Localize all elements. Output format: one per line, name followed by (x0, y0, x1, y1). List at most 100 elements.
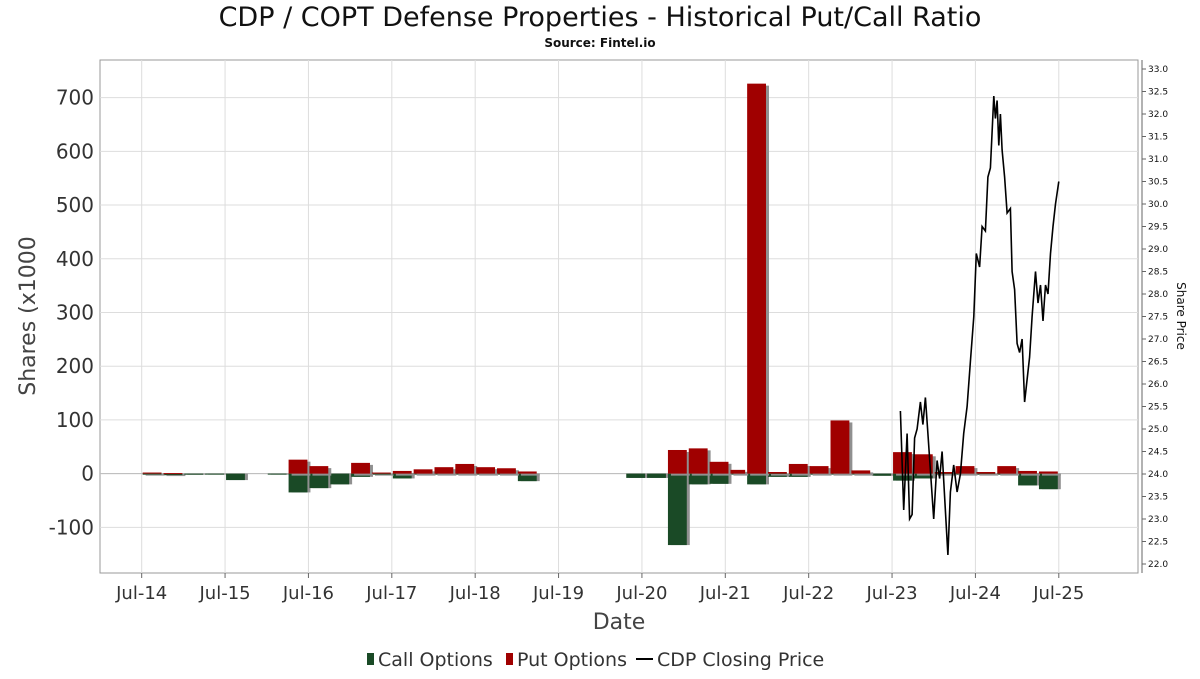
call-option-bar (205, 473, 225, 475)
call-option-bar (330, 473, 350, 485)
put-option-bar-shadow (1041, 473, 1061, 476)
chart-subtitle: Source: Fintel.io (544, 36, 655, 50)
y2-tick-label: 26.5 (1148, 358, 1168, 368)
y2-tick-label: 24.5 (1148, 448, 1168, 458)
put-option-bar (934, 472, 954, 474)
y-tick-label: 200 (56, 354, 94, 378)
y2-tick-label: 29.5 (1148, 223, 1168, 233)
legend-label-price: CDP Closing Price (657, 649, 824, 671)
y-tick-label: 0 (81, 462, 94, 486)
call-option-bar (267, 473, 287, 475)
put-option-bar (767, 472, 787, 474)
call-option-bar (647, 473, 666, 478)
y-tick-label: 300 (56, 300, 94, 324)
call-option-bar (913, 473, 933, 479)
x-tick-label: Jul-16 (282, 583, 334, 604)
call-option-bar (163, 473, 183, 476)
put-option-bar-shadow (145, 474, 165, 476)
y-tick-label: 400 (56, 247, 94, 271)
y2-tick-label: 27.5 (1148, 313, 1168, 323)
put-option-bar (497, 468, 516, 474)
call-option-bar (1038, 473, 1058, 490)
chart-title: CDP / COPT Defense Properties - Historic… (219, 2, 982, 33)
put-option-bar (976, 472, 996, 474)
put-option-bar (851, 470, 871, 474)
put-option-bar (730, 469, 746, 474)
plot-area (99, 59, 1139, 574)
y2-tick-label: 28.0 (1148, 290, 1168, 300)
price-line (899, 95, 1060, 556)
put-option-bar (1018, 470, 1037, 474)
y2-tick-label: 33.0 (1148, 65, 1168, 75)
x-tick-label: Jul-23 (865, 583, 917, 604)
put-option-bar-shadow (1021, 472, 1040, 476)
y2-tick-label: 29.0 (1148, 245, 1168, 255)
call-option-bar (392, 473, 412, 479)
y2-tick-label: 25.0 (1148, 425, 1168, 435)
x-tick-label: Jul-22 (782, 583, 834, 604)
put-option-bar (142, 472, 162, 474)
put-option-bar (955, 466, 975, 474)
put-option-bar (913, 454, 933, 474)
put-option-bar (476, 467, 496, 474)
x-tick-label: Jul-17 (365, 583, 417, 604)
y-tick-label: 500 (56, 193, 94, 217)
bar-series (142, 83, 1061, 546)
call-option-bar (309, 473, 329, 489)
y2-tick-label: 32.5 (1148, 88, 1168, 98)
x-tick-label: Jul-14 (115, 583, 167, 604)
put-option-bar-shadow (854, 472, 874, 476)
call-option-bar (709, 473, 729, 484)
x-axis-title: Date (593, 610, 646, 635)
put-option-bar (413, 469, 433, 474)
put-option-bar (517, 471, 537, 474)
put-option-bar (788, 463, 808, 474)
call-option-bar (667, 473, 687, 546)
y-tick-label: 100 (56, 408, 94, 432)
call-option-bar (288, 473, 308, 493)
legend: Call Options Put Options CDP Closing Pri… (367, 649, 824, 671)
put-option-bar (997, 466, 1017, 474)
call-option-bar (747, 473, 766, 485)
x-axis: Jul-14 Jul-15 Jul-16 Jul-17 Jul-18 Jul-19 Jul-… (115, 573, 1084, 604)
put-option-bar (688, 448, 708, 474)
y2-tick-label: 28.5 (1148, 268, 1168, 278)
put-option-bar (434, 467, 454, 474)
y-axis-right: 22.0 22.5 23.0 23.5 24.0 24.5 25.0 25.5 26.0 26.5… (1141, 60, 1168, 573)
call-option-bar (184, 473, 204, 475)
put-option-bar-shadow (733, 471, 749, 476)
put-option-bar (309, 466, 329, 474)
y2-axis-title: Share Price (1174, 282, 1188, 350)
x-tick-label: Jul-18 (449, 583, 501, 604)
put-option-bar-shadow (770, 474, 790, 476)
x-tick-label: Jul-15 (198, 583, 250, 604)
put-option-bar-shadow (395, 472, 415, 476)
put-option-bar (667, 449, 687, 474)
y-axis-left: -100 0 100 200 300 400 500 600 700 (49, 86, 94, 540)
price-line-layer (899, 95, 1060, 556)
put-option-bar (830, 420, 850, 474)
call-option-bar (872, 473, 892, 476)
legend-label-call: Call Options (378, 649, 493, 671)
y-tick-label: -100 (49, 515, 94, 539)
call-option-bar (688, 473, 708, 485)
y2-tick-label: 26.0 (1148, 380, 1168, 390)
put-option-bar-shadow (520, 473, 540, 476)
y2-tick-label: 23.0 (1148, 515, 1168, 525)
y2-tick-label: 30.0 (1148, 200, 1168, 210)
y2-tick-label: 24.0 (1148, 470, 1168, 480)
y2-tick-label: 22.0 (1148, 560, 1168, 570)
x-tick-label: Jul-21 (699, 583, 751, 604)
x-tick-label: Jul-24 (949, 583, 1001, 604)
put-option-bar (455, 463, 475, 474)
call-option-bar (1018, 473, 1037, 486)
x-tick-label: Jul-19 (532, 583, 584, 604)
call-option-bar (142, 473, 162, 475)
x-tick-label: Jul-20 (615, 583, 667, 604)
put-option-bar (371, 472, 391, 474)
put-option-bar (1038, 471, 1058, 474)
y-axis-title: Shares (x1000 (16, 236, 41, 396)
put-option-bar-shadow (937, 474, 957, 476)
